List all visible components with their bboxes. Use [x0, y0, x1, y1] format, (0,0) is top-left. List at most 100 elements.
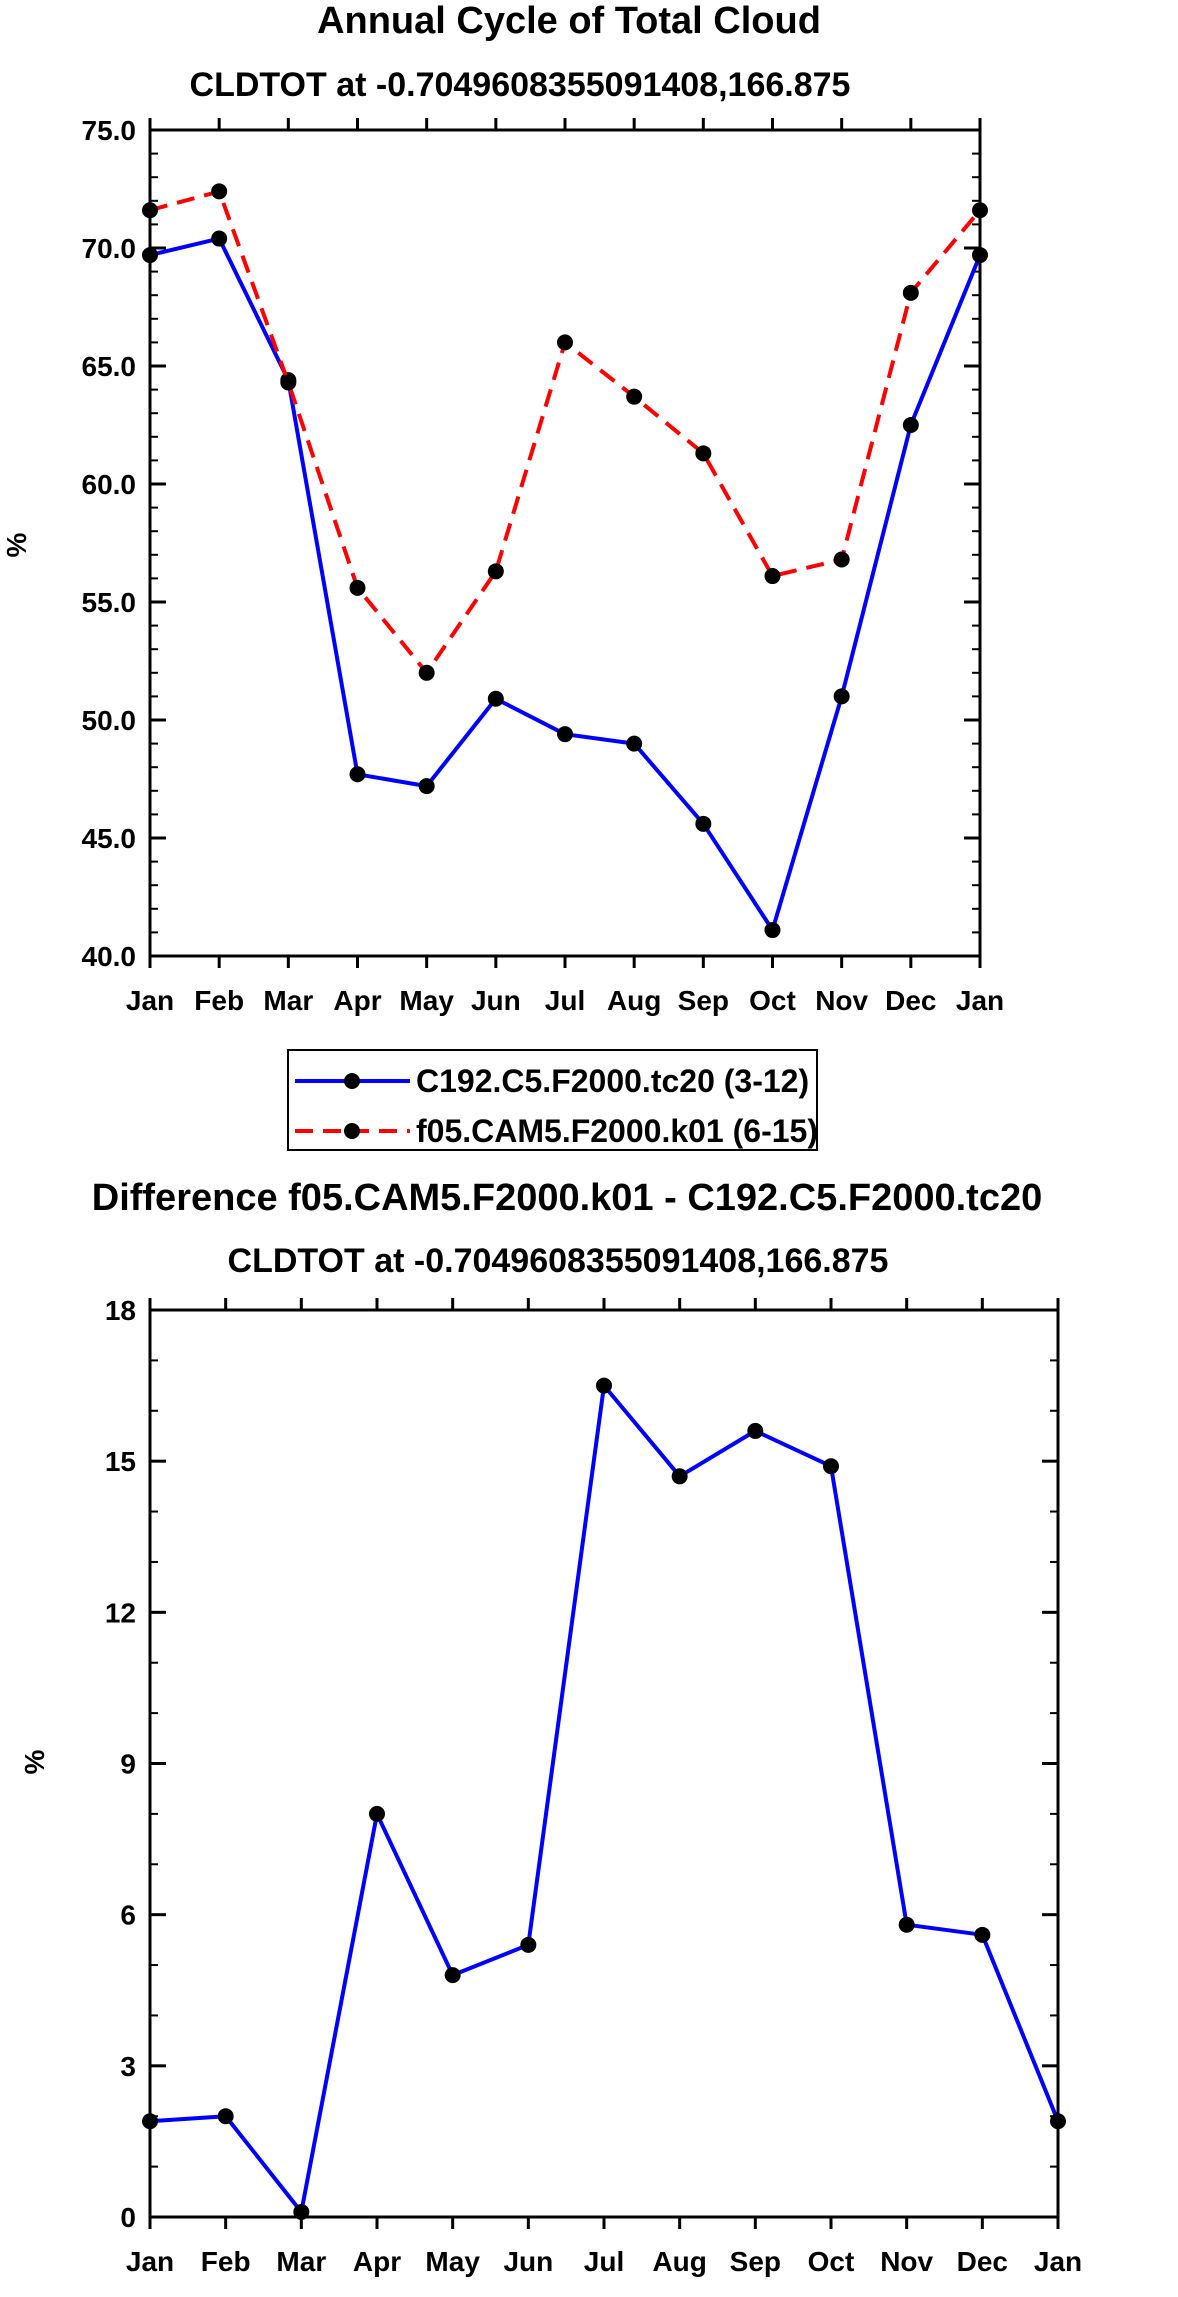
chart1-series-2-point [349, 579, 366, 596]
chart1-x-tick-label: Apr [333, 985, 381, 1016]
chart1-series-1-point [972, 247, 988, 264]
chart2-x-tick-label: Feb [201, 2246, 251, 2277]
chart2-x-tick-label: May [425, 2246, 480, 2277]
chart1-y-axis-label: % [1, 532, 32, 557]
chart1-y-tick-label: 65.0 [82, 351, 137, 382]
chart1-series-2-point [695, 445, 712, 462]
chart2-x-tick-label: Oct [808, 2246, 855, 2277]
chart2-series-1-point [898, 1916, 915, 1933]
chart1-series-2-point [902, 284, 919, 301]
chart1-series-2-point [626, 388, 643, 405]
chart1-series-2-point [418, 664, 435, 681]
chart2-series-1-point [217, 2108, 234, 2125]
chart1-series-1-point [764, 922, 781, 939]
chart1-y-tick-label: 60.0 [82, 469, 137, 500]
chart1-x-tick-label: May [399, 985, 454, 1016]
chart2-y-tick-label: 6 [120, 1900, 136, 1931]
chart2-y-tick-label: 15 [105, 1446, 136, 1477]
chart2-x-tick-label: Sep [730, 2246, 781, 2277]
chart2-series-1-point [293, 2203, 310, 2220]
chart2-series-1-point [671, 1468, 688, 1485]
chart1-series-1-point [695, 815, 712, 832]
chart1-series-1-point [211, 230, 228, 247]
chart1-series-1-point [142, 247, 158, 264]
chart1-series-1-point [833, 688, 850, 705]
chart1-series-1-point [902, 417, 919, 433]
chart1-series-1-point [626, 735, 643, 752]
chart1-x-tick-label: Jul [545, 985, 585, 1016]
chart1-series-1-point [349, 766, 366, 783]
chart2-series-1-point [974, 1926, 991, 1943]
legend-label-series-1: C192.C5.F2000.tc20 (3-12) [416, 1063, 809, 1099]
chart1-legend: C192.C5.F2000.tc20 (3-12) f05.CAM5.F2000… [287, 1049, 818, 1151]
chart2-y-tick-label: 3 [120, 2051, 136, 2082]
chart2-series-1-point [1050, 2113, 1066, 2130]
chart1-x-tick-label: Nov [815, 985, 868, 1016]
chart2-y-tick-label: 18 [105, 1295, 136, 1326]
chart1-series-layer [142, 183, 988, 939]
legend-marker-series-1 [344, 1073, 360, 1089]
chart1-series-2-point [142, 202, 158, 219]
chart1-series-1-point [487, 690, 504, 707]
chart1-axes: 40.0 45.0 50.0 55.0 60.0 65.0 70.0 75.0 Jan Feb Ma… [82, 115, 1005, 1016]
chart2-x-tick-label: Dec [957, 2246, 1008, 2277]
chart1-x-tick-label: Aug [607, 985, 661, 1016]
chart2-y-tick-label: 0 [120, 2202, 136, 2233]
chart2-series-1-point [823, 1458, 839, 1475]
chart1-series-2-point [211, 183, 228, 200]
chart1-series-line-2 [149, 189, 982, 675]
chart1-x-tick-label: Sep [678, 985, 729, 1016]
chart1-series-2-point [972, 202, 988, 219]
chart1-y-tick-label: 75.0 [82, 115, 137, 146]
chart2-series-line-1 [149, 1383, 1060, 2214]
chart1-y-tick-label: 55.0 [82, 587, 137, 618]
chart2-x-tick-label: Mar [276, 2246, 326, 2277]
chart1-y-tick-label: 50.0 [82, 705, 137, 736]
legend-label-series-2: f05.CAM5.F2000.k01 (6-15) [416, 1113, 818, 1149]
chart2-x-tick-label: Apr [353, 2246, 401, 2277]
chart1-x-tick-label: Dec [885, 985, 936, 1016]
chart1-x-tick-label: Oct [749, 985, 796, 1016]
chart2-series-layer [142, 1377, 1066, 2220]
chart1-x-tick-label: Feb [194, 985, 244, 1016]
chart2-series-1-point [520, 1936, 537, 1953]
chart2-x-tick-label: Nov [880, 2246, 933, 2277]
legend-marker-series-2 [344, 1123, 360, 1139]
chart2-plot-frame [148, 1308, 1060, 2219]
chart1-series-2-point [557, 334, 573, 351]
chart1-series-1-point [557, 726, 573, 743]
chart2-subtitle: CLDTOT at -0.7049608355091408,166.875 [228, 1242, 889, 1280]
legend-box [287, 1049, 818, 1151]
chart2-axes: 0 3 6 9 12 15 18 Jan Feb Mar Apr May Jun Jul Aug Sep Oct… [105, 1295, 1082, 2277]
chart1-series-2-point [833, 551, 850, 568]
chart1-title: Annual Cycle of Total Cloud [317, 0, 821, 42]
chart2-x-tick-label: Jan [1034, 2246, 1082, 2277]
chart1-x-tick-label: Jan [126, 985, 174, 1016]
chart1-x-tick-label: Jan [956, 985, 1004, 1016]
chart1-x-tick-label: Mar [263, 985, 313, 1016]
chart2-y-axis-label: % [19, 1749, 50, 1774]
chart2-x-tick-label: Jun [503, 2246, 553, 2277]
chart1-y-tick-label: 40.0 [82, 941, 137, 972]
chart2-title: Difference f05.CAM5.F2000.k01 - C192.C5.… [92, 1177, 1042, 1219]
chart2-series-1-point [142, 2113, 158, 2130]
chart2-series-1-point [369, 1805, 385, 1822]
chart2-y-tick-label: 9 [120, 1749, 136, 1780]
chart1-series-2-point [487, 563, 504, 580]
chart2-x-tick-label: Aug [652, 2246, 706, 2277]
chart1-y-tick-label: 45.0 [82, 823, 137, 854]
chart1-series-1-point [418, 778, 435, 795]
chart1-series-2-point [280, 374, 297, 391]
chart2-y-tick-label: 12 [105, 1597, 136, 1628]
chart2-series-1-point [596, 1377, 612, 1394]
chart2-series-1-point [747, 1422, 764, 1439]
chart1-y-tick-label: 70.0 [82, 233, 137, 264]
chart1-x-tick-label: Jun [471, 985, 521, 1016]
chart1-series-2-point [764, 568, 781, 585]
chart2-x-tick-label: Jan [126, 2246, 174, 2277]
chart2-x-tick-label: Jul [584, 2246, 624, 2277]
chart2-series-1-point [444, 1967, 461, 1984]
chart1-plot-frame [148, 128, 982, 958]
chart1-subtitle: CLDTOT at -0.7049608355091408,166.875 [190, 66, 851, 104]
